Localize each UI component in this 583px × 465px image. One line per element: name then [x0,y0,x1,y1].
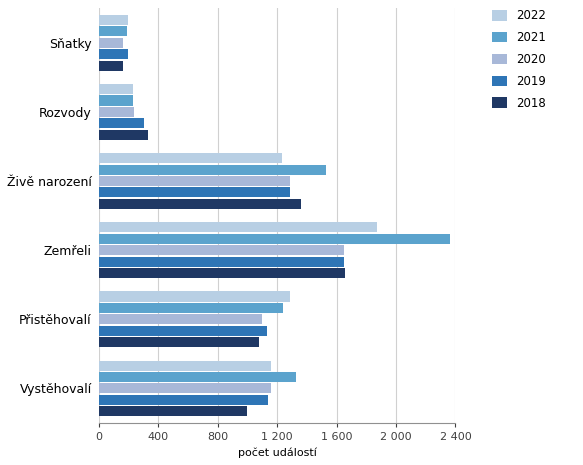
Bar [99,361,271,371]
Bar [99,165,326,175]
Bar [99,337,259,347]
Bar [99,107,134,117]
Bar [99,257,344,266]
Bar [99,60,122,71]
Bar [99,38,123,48]
Bar [99,130,148,140]
Bar [99,176,290,186]
Bar [99,49,128,59]
Bar [99,372,296,382]
Bar [99,268,346,278]
Bar [99,292,290,301]
Bar [99,234,449,244]
Bar [99,314,262,324]
Bar [99,15,128,25]
Bar [99,222,377,232]
Bar [99,406,247,416]
Bar [99,95,133,106]
Bar [99,187,290,198]
Bar [99,84,133,94]
Bar [99,153,282,163]
Bar [99,118,144,128]
Bar [99,245,344,255]
Bar [99,395,268,405]
Bar [99,326,266,336]
Bar [99,384,271,393]
Legend: 2022, 2021, 2020, 2019, 2018: 2022, 2021, 2020, 2019, 2018 [489,6,549,113]
Bar [99,27,127,36]
Bar [99,303,283,313]
X-axis label: počet událostí: počet událostí [238,447,317,458]
Bar [99,199,301,209]
